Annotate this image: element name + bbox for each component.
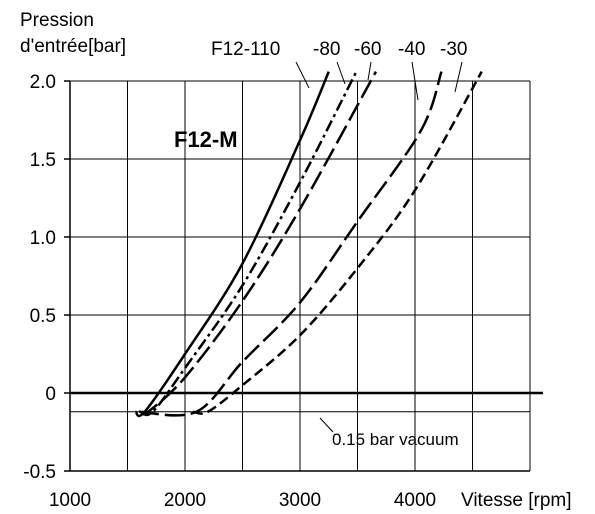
y-tick-label: 1.0 bbox=[30, 228, 56, 249]
y-axis-label-line-1: Pression bbox=[20, 10, 94, 31]
y-tick-label: 1.5 bbox=[30, 150, 56, 171]
y-tick-label: -0.5 bbox=[23, 462, 56, 483]
leader-line-40 bbox=[411, 61, 419, 101]
x-tick-label: 1000 bbox=[49, 490, 91, 511]
x-axis-label: Vitesse [rpm] bbox=[461, 490, 572, 511]
series-label-f12-110: F12-110 bbox=[211, 39, 280, 60]
annotation-leader-line bbox=[319, 417, 334, 433]
series-line-60 bbox=[141, 71, 377, 416]
x-tick-label: 4000 bbox=[394, 490, 436, 511]
x-tick-label: 2000 bbox=[164, 490, 206, 511]
leader-line-30 bbox=[454, 61, 463, 93]
y-tick-label: 0 bbox=[45, 384, 56, 405]
y-tick-label: 0.5 bbox=[30, 306, 56, 327]
leader-line-f12-110 bbox=[295, 61, 310, 89]
series-line-30 bbox=[192, 71, 483, 415]
grid bbox=[64, 80, 543, 472]
series-label-60: -60 bbox=[354, 39, 381, 60]
series-line-80 bbox=[139, 71, 358, 417]
series-label-30: -30 bbox=[440, 39, 467, 60]
leader-line-60 bbox=[367, 61, 372, 81]
y-tick-label: 2.0 bbox=[30, 72, 56, 93]
series-label-40: -40 bbox=[398, 39, 425, 60]
series-lines bbox=[134, 71, 483, 418]
series-line-40 bbox=[138, 71, 443, 417]
y-axis-label-line-2: d'entrée[bar] bbox=[20, 36, 126, 57]
series-leader-lines bbox=[295, 61, 463, 101]
chart-title: F12-M bbox=[174, 127, 238, 152]
x-tick-label: 3000 bbox=[279, 490, 321, 511]
series-label-80: -80 bbox=[313, 39, 340, 60]
leader-line-80 bbox=[336, 61, 346, 85]
vacuum-annotation: 0.15 bar vacuum bbox=[332, 430, 459, 449]
